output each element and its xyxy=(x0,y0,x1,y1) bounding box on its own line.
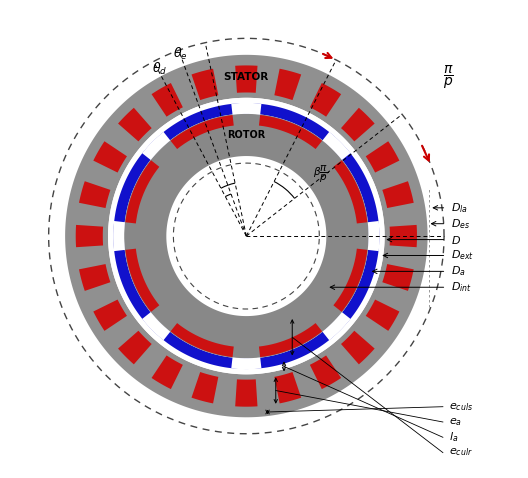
Text: $D_{int}$: $D_{int}$ xyxy=(451,281,472,294)
Text: $\theta_d$: $\theta_d$ xyxy=(152,61,167,77)
Polygon shape xyxy=(275,372,301,403)
Polygon shape xyxy=(113,221,125,251)
Polygon shape xyxy=(310,356,341,389)
Polygon shape xyxy=(118,331,152,364)
Polygon shape xyxy=(125,249,159,312)
Polygon shape xyxy=(259,115,322,149)
Polygon shape xyxy=(341,108,375,141)
Polygon shape xyxy=(79,264,110,291)
Text: STATOR: STATOR xyxy=(224,72,269,82)
Polygon shape xyxy=(142,132,171,160)
Polygon shape xyxy=(231,103,261,115)
Polygon shape xyxy=(171,115,234,149)
Polygon shape xyxy=(259,323,322,357)
Text: $D_{ext}$: $D_{ext}$ xyxy=(451,249,474,262)
Text: $D_a$: $D_a$ xyxy=(451,264,466,278)
Polygon shape xyxy=(235,65,258,93)
Polygon shape xyxy=(142,312,171,340)
Text: $l_a$: $l_a$ xyxy=(449,430,458,444)
Polygon shape xyxy=(231,358,261,369)
Text: $D_{es}$: $D_{es}$ xyxy=(451,217,470,230)
Polygon shape xyxy=(366,300,399,331)
Text: $\theta_e$: $\theta_e$ xyxy=(173,45,188,62)
Polygon shape xyxy=(79,181,110,208)
Polygon shape xyxy=(114,103,379,369)
Text: $e_{culr}$: $e_{culr}$ xyxy=(449,447,473,458)
Text: $D$: $D$ xyxy=(451,234,461,246)
Polygon shape xyxy=(333,160,367,224)
Polygon shape xyxy=(341,331,375,364)
Text: $\dfrac{\pi}{p}$: $\dfrac{\pi}{p}$ xyxy=(444,64,454,91)
Polygon shape xyxy=(366,141,399,173)
Polygon shape xyxy=(171,323,234,357)
Polygon shape xyxy=(125,160,159,224)
Polygon shape xyxy=(390,225,417,247)
Polygon shape xyxy=(152,356,183,389)
Text: $D_{la}$: $D_{la}$ xyxy=(451,201,468,215)
Polygon shape xyxy=(323,132,351,160)
Polygon shape xyxy=(192,372,219,403)
Polygon shape xyxy=(382,264,414,291)
Polygon shape xyxy=(108,98,384,374)
Polygon shape xyxy=(333,249,367,312)
Polygon shape xyxy=(93,141,127,173)
Text: ROTOR: ROTOR xyxy=(227,130,266,140)
Text: $e_a$: $e_a$ xyxy=(449,416,462,428)
Polygon shape xyxy=(367,221,380,251)
Polygon shape xyxy=(382,181,414,208)
Polygon shape xyxy=(76,225,103,247)
Text: $e_{culs}$: $e_{culs}$ xyxy=(449,401,473,413)
Polygon shape xyxy=(93,300,127,331)
Polygon shape xyxy=(152,83,183,117)
Polygon shape xyxy=(118,108,152,141)
Polygon shape xyxy=(124,114,369,358)
Polygon shape xyxy=(323,312,351,340)
Text: $\beta\dfrac{\pi}{p}$: $\beta\dfrac{\pi}{p}$ xyxy=(313,164,328,185)
Polygon shape xyxy=(235,380,258,407)
Polygon shape xyxy=(192,69,219,100)
Polygon shape xyxy=(310,83,341,117)
Polygon shape xyxy=(65,55,428,417)
Polygon shape xyxy=(275,69,301,100)
